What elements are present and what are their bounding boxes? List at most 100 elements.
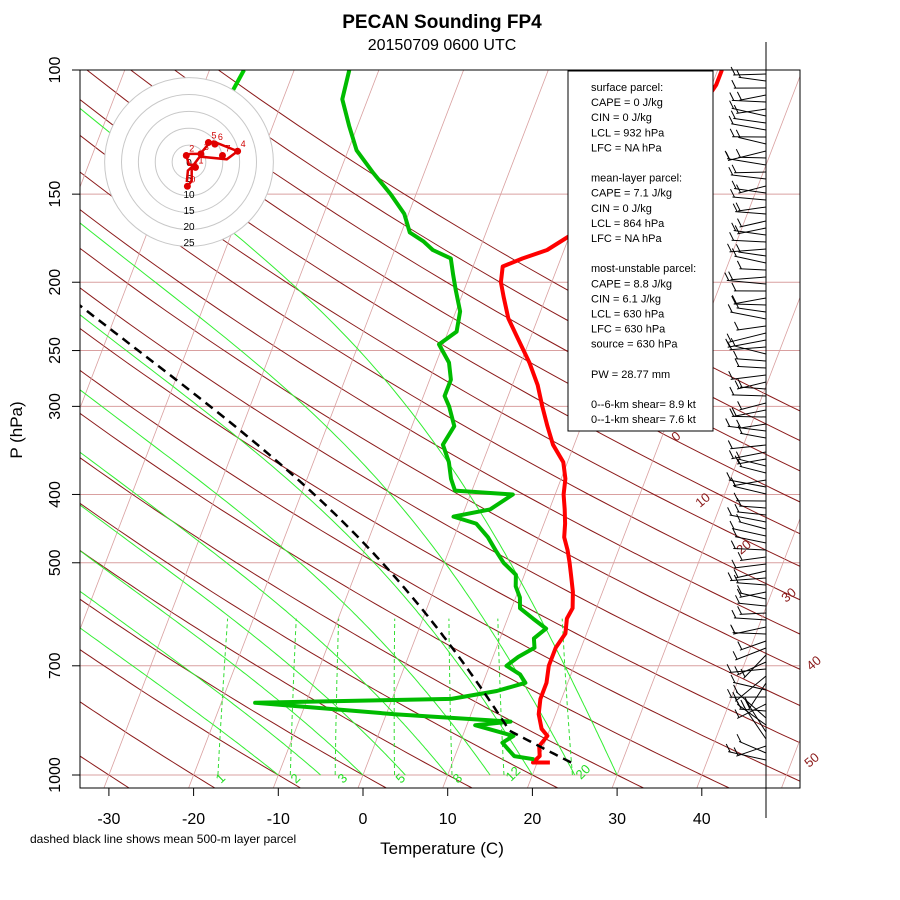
wind-barb bbox=[730, 374, 767, 380]
isotherm-line bbox=[611, 296, 800, 788]
info-line: LFC = NA hPa bbox=[591, 142, 663, 154]
wind-barb-flag bbox=[729, 92, 735, 101]
wind-barb bbox=[730, 276, 767, 281]
wind-barb bbox=[734, 188, 767, 194]
wind-barb-flag bbox=[728, 370, 734, 380]
wind-barb bbox=[739, 591, 767, 598]
isotherm-line bbox=[272, 70, 549, 788]
x-tick-label: -30 bbox=[97, 811, 120, 828]
wind-barb bbox=[733, 345, 767, 355]
wind-barb-flag bbox=[731, 248, 737, 257]
wind-barb bbox=[727, 425, 767, 432]
mixing-ratio-line bbox=[497, 618, 505, 776]
y-tick-label: 200 bbox=[47, 269, 64, 296]
wind-barb-flag bbox=[736, 588, 742, 598]
wind-barb-flag bbox=[731, 478, 737, 488]
wind-barb-flag bbox=[732, 651, 738, 660]
wind-barb bbox=[727, 150, 767, 161]
x-tick-label: -20 bbox=[182, 811, 205, 828]
hodograph-point-label: 5 bbox=[211, 131, 216, 141]
wind-barb bbox=[736, 365, 767, 369]
wind-barb-flag bbox=[735, 148, 741, 158]
sounding-trace bbox=[253, 70, 549, 762]
wind-barb-flag bbox=[733, 569, 739, 578]
wind-barb-flag bbox=[727, 572, 733, 581]
isotherm-line bbox=[103, 70, 380, 788]
wind-barb-flag bbox=[736, 184, 741, 193]
hodograph-point bbox=[218, 152, 226, 160]
wind-barb-flag bbox=[726, 333, 732, 342]
parcel-caption: dashed black line shows mean 500-m layer… bbox=[30, 832, 296, 846]
wind-barb bbox=[733, 548, 767, 551]
moist-adiabat-line bbox=[80, 451, 449, 776]
wind-barb-flag bbox=[727, 507, 733, 516]
hodograph-point-label: 7 bbox=[225, 144, 230, 154]
wind-barb bbox=[733, 303, 767, 306]
hodograph-points: 012 3 45 67 bbox=[182, 131, 246, 190]
hodograph-point bbox=[183, 182, 191, 190]
mixing-ratio-line bbox=[217, 618, 229, 776]
wind-barb-flag bbox=[724, 150, 730, 160]
wind-barb-flag bbox=[732, 528, 738, 538]
hodograph-ring-label: 5 bbox=[186, 174, 192, 185]
info-line: CAPE = 0 J/kg bbox=[591, 97, 663, 109]
wind-barb-flag bbox=[736, 260, 742, 270]
wind-barb bbox=[731, 528, 767, 537]
wind-barb-flag bbox=[731, 559, 737, 569]
wind-barb bbox=[734, 171, 767, 174]
wind-barb-flag bbox=[729, 408, 735, 417]
wind-barb bbox=[737, 458, 767, 465]
y-tick-label: 100 bbox=[47, 57, 64, 84]
wind-barb-flag bbox=[737, 425, 743, 434]
wind-barb bbox=[733, 485, 767, 495]
wind-barb-flag bbox=[731, 79, 737, 89]
wind-barb-flag bbox=[727, 243, 732, 253]
wind-barb bbox=[736, 703, 767, 719]
wind-barb-flag bbox=[737, 606, 743, 615]
hodograph-point-label: 2 bbox=[189, 144, 194, 154]
wind-barb bbox=[729, 248, 767, 253]
wind-barb-flag bbox=[737, 641, 743, 650]
wind-barb-flag bbox=[737, 401, 743, 410]
info-line: LFC = 630 hPa bbox=[591, 324, 666, 336]
info-line: LCL = 932 hPa bbox=[591, 127, 665, 139]
wind-barb-flag bbox=[728, 271, 734, 280]
wind-barb bbox=[728, 479, 767, 488]
moist-adiabat-line bbox=[80, 314, 533, 776]
wind-barb-flag bbox=[735, 244, 741, 253]
wind-barb bbox=[733, 563, 767, 569]
wind-barb-flag bbox=[734, 358, 740, 367]
x-tick-label: 40 bbox=[693, 811, 711, 828]
hodograph-point bbox=[197, 150, 205, 158]
wind-barb bbox=[738, 206, 767, 212]
wind-barb-flag bbox=[731, 295, 737, 305]
mixing-ratio-line bbox=[334, 618, 340, 775]
hodograph-ring-label: 20 bbox=[183, 222, 195, 233]
wind-barb-flag bbox=[737, 458, 743, 468]
dewpoint-top-segment bbox=[230, 70, 246, 93]
dry-adiabat-line bbox=[80, 287, 800, 707]
hodograph-point-label: 4 bbox=[241, 139, 246, 149]
wind-barb bbox=[739, 94, 767, 101]
info-box-frame bbox=[567, 70, 714, 432]
wind-barb bbox=[737, 703, 767, 726]
wind-barb-flag bbox=[726, 664, 732, 673]
hodograph-point bbox=[234, 147, 242, 155]
hodograph-point bbox=[211, 140, 219, 148]
hodograph-ring-label: 10 bbox=[183, 190, 195, 201]
chart-subtitle: 20150709 0600 UTC bbox=[368, 37, 517, 54]
wind-barb-flag bbox=[734, 380, 740, 389]
y-tick-label: 700 bbox=[47, 652, 64, 679]
info-line: CIN = 6.1 J/kg bbox=[591, 293, 661, 305]
wind-barb bbox=[731, 107, 767, 117]
wind-barb-flag bbox=[733, 574, 739, 584]
info-line: CIN = 0 J/kg bbox=[591, 112, 652, 124]
info-line: 0--6-km shear= 8.9 kt bbox=[591, 399, 696, 411]
wind-barb bbox=[729, 346, 767, 351]
wind-barb-flag bbox=[734, 697, 740, 706]
wind-barb-flag bbox=[726, 472, 732, 481]
wind-barb bbox=[738, 251, 767, 257]
wind-barb bbox=[738, 740, 767, 754]
wind-barb-flag bbox=[735, 129, 741, 139]
